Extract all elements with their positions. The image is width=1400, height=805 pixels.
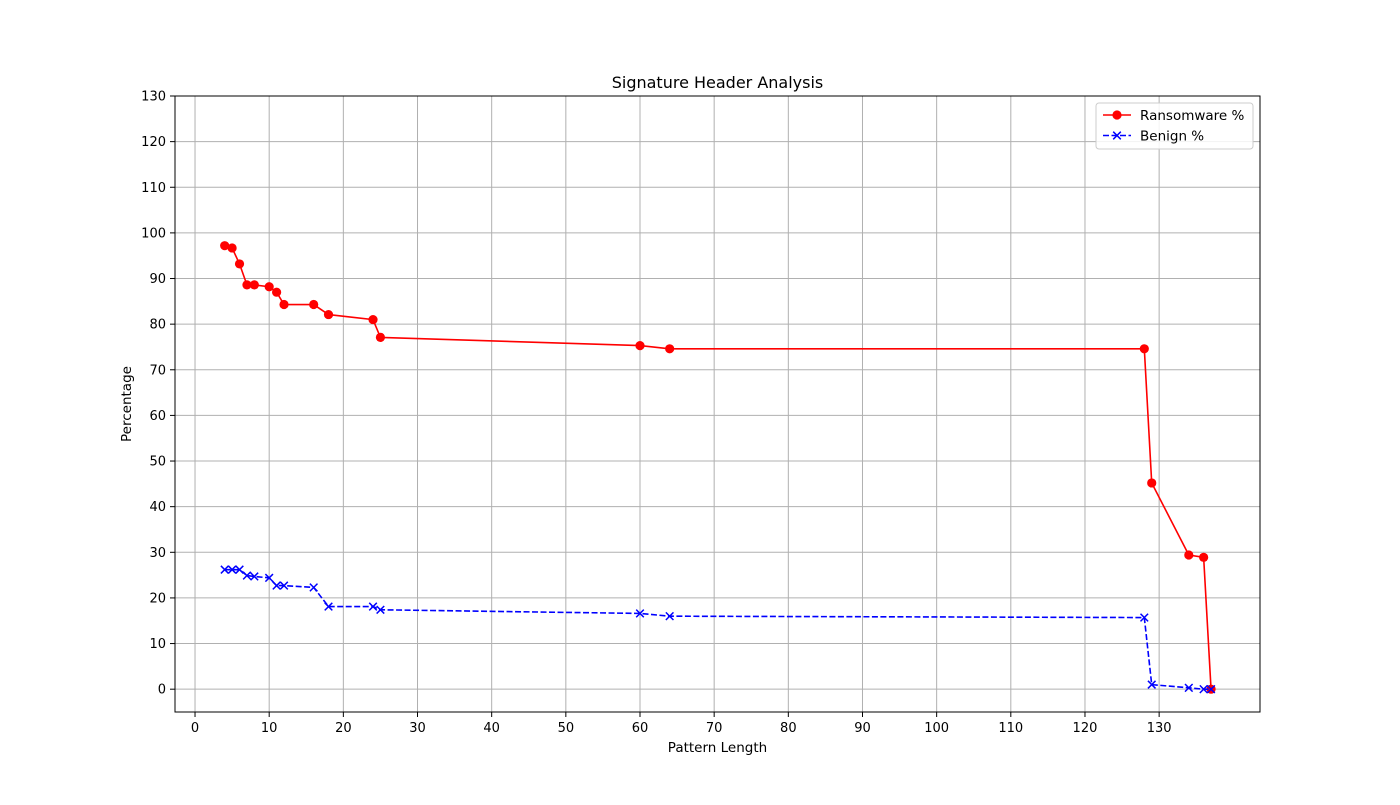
- y-axis-label: Percentage: [119, 366, 135, 442]
- x-tick-label: 30: [409, 721, 426, 736]
- x-tick-label: 120: [1073, 721, 1098, 736]
- x-tick-label: 100: [924, 721, 949, 736]
- y-tick-label: 40: [149, 500, 166, 515]
- data-point: [665, 611, 674, 621]
- data-point: [323, 309, 334, 320]
- data-point: [368, 314, 378, 325]
- data-point: [220, 565, 230, 574]
- x-tick-label: 80: [780, 721, 797, 736]
- y-tick-label: 50: [149, 455, 166, 470]
- x-tick-label: 60: [632, 721, 649, 736]
- x-tick-label: 10: [261, 721, 278, 736]
- data-point: [272, 581, 281, 590]
- x-tick-label: 110: [998, 721, 1023, 736]
- data-point: [375, 332, 386, 342]
- data-point: [1199, 684, 1208, 694]
- data-point: [309, 299, 319, 310]
- legend-marker: [1112, 131, 1122, 140]
- data-point: [1139, 344, 1149, 354]
- data-point: [635, 609, 645, 618]
- x-tick-label: 50: [558, 721, 575, 736]
- data-point: [324, 602, 333, 611]
- data-point: [1206, 684, 1216, 694]
- x-tick-label: 40: [483, 721, 500, 736]
- series-layer: [220, 241, 1216, 694]
- data-point: [272, 287, 282, 297]
- data-point: [220, 241, 230, 251]
- data-point: [242, 280, 252, 290]
- y-tick-label: 120: [141, 135, 166, 150]
- legend-label: Benign %: [1140, 129, 1204, 145]
- x-tick-label: 20: [335, 721, 352, 736]
- x-axis-label: Pattern Length: [668, 740, 767, 756]
- data-point: [1184, 550, 1194, 560]
- y-tick-label: 130: [141, 90, 166, 105]
- data-point: [264, 282, 274, 292]
- data-point: [1147, 478, 1157, 488]
- data-point: [665, 344, 675, 354]
- data-point: [249, 280, 259, 290]
- data-point: [242, 571, 252, 580]
- data-point: [1139, 613, 1149, 622]
- data-point: [250, 572, 259, 581]
- data-point: [368, 602, 378, 611]
- legend-box: [1095, 102, 1254, 150]
- data-point: [1184, 683, 1194, 693]
- y-tick-label: 100: [141, 226, 166, 241]
- x-tick-label: 70: [706, 721, 723, 736]
- data-point: [635, 340, 645, 351]
- data-point: [1199, 552, 1209, 562]
- legend: Ransomware % Benign %: [1095, 102, 1254, 150]
- plot-frame: [174, 95, 1261, 713]
- y-tick-label: 60: [149, 409, 166, 424]
- series-1: [220, 241, 1216, 694]
- data-point: [279, 299, 289, 310]
- x-tick-label: 0: [191, 721, 199, 736]
- legend-item: Ransomware %: [1103, 108, 1245, 124]
- y-tick-label: 10: [149, 637, 166, 652]
- data-point: [1147, 680, 1157, 689]
- data-point: [227, 243, 237, 253]
- series-2: [220, 565, 1216, 694]
- x-tick-label: 130: [1147, 721, 1172, 736]
- y-tick-label: 80: [149, 318, 166, 333]
- y-tick-label: 70: [149, 363, 166, 378]
- data-point: [227, 565, 237, 574]
- legend-marker: [1112, 110, 1122, 120]
- y-tick-label: 30: [149, 546, 166, 561]
- data-point: [376, 605, 385, 615]
- y-tick-label: 110: [141, 181, 166, 196]
- data-point: [235, 565, 244, 574]
- data-point: [279, 581, 289, 590]
- legend-label: Ransomware %: [1140, 108, 1245, 124]
- y-tick-label: 90: [149, 272, 166, 287]
- chart-title: Signature Header Analysis: [612, 73, 824, 92]
- legend-item: Benign %: [1103, 129, 1204, 145]
- y-tick-label: 20: [149, 591, 166, 606]
- data-point: [234, 259, 245, 269]
- data-point: [264, 573, 274, 583]
- x-tick-label: 90: [854, 721, 871, 736]
- data-point: [309, 583, 319, 592]
- y-tick-label: 0: [158, 683, 166, 698]
- axis-ticks: 0 10 20 30 40 50 60 70 80 90 100 110 120 130 0 10 20 30 40…: [141, 90, 1171, 737]
